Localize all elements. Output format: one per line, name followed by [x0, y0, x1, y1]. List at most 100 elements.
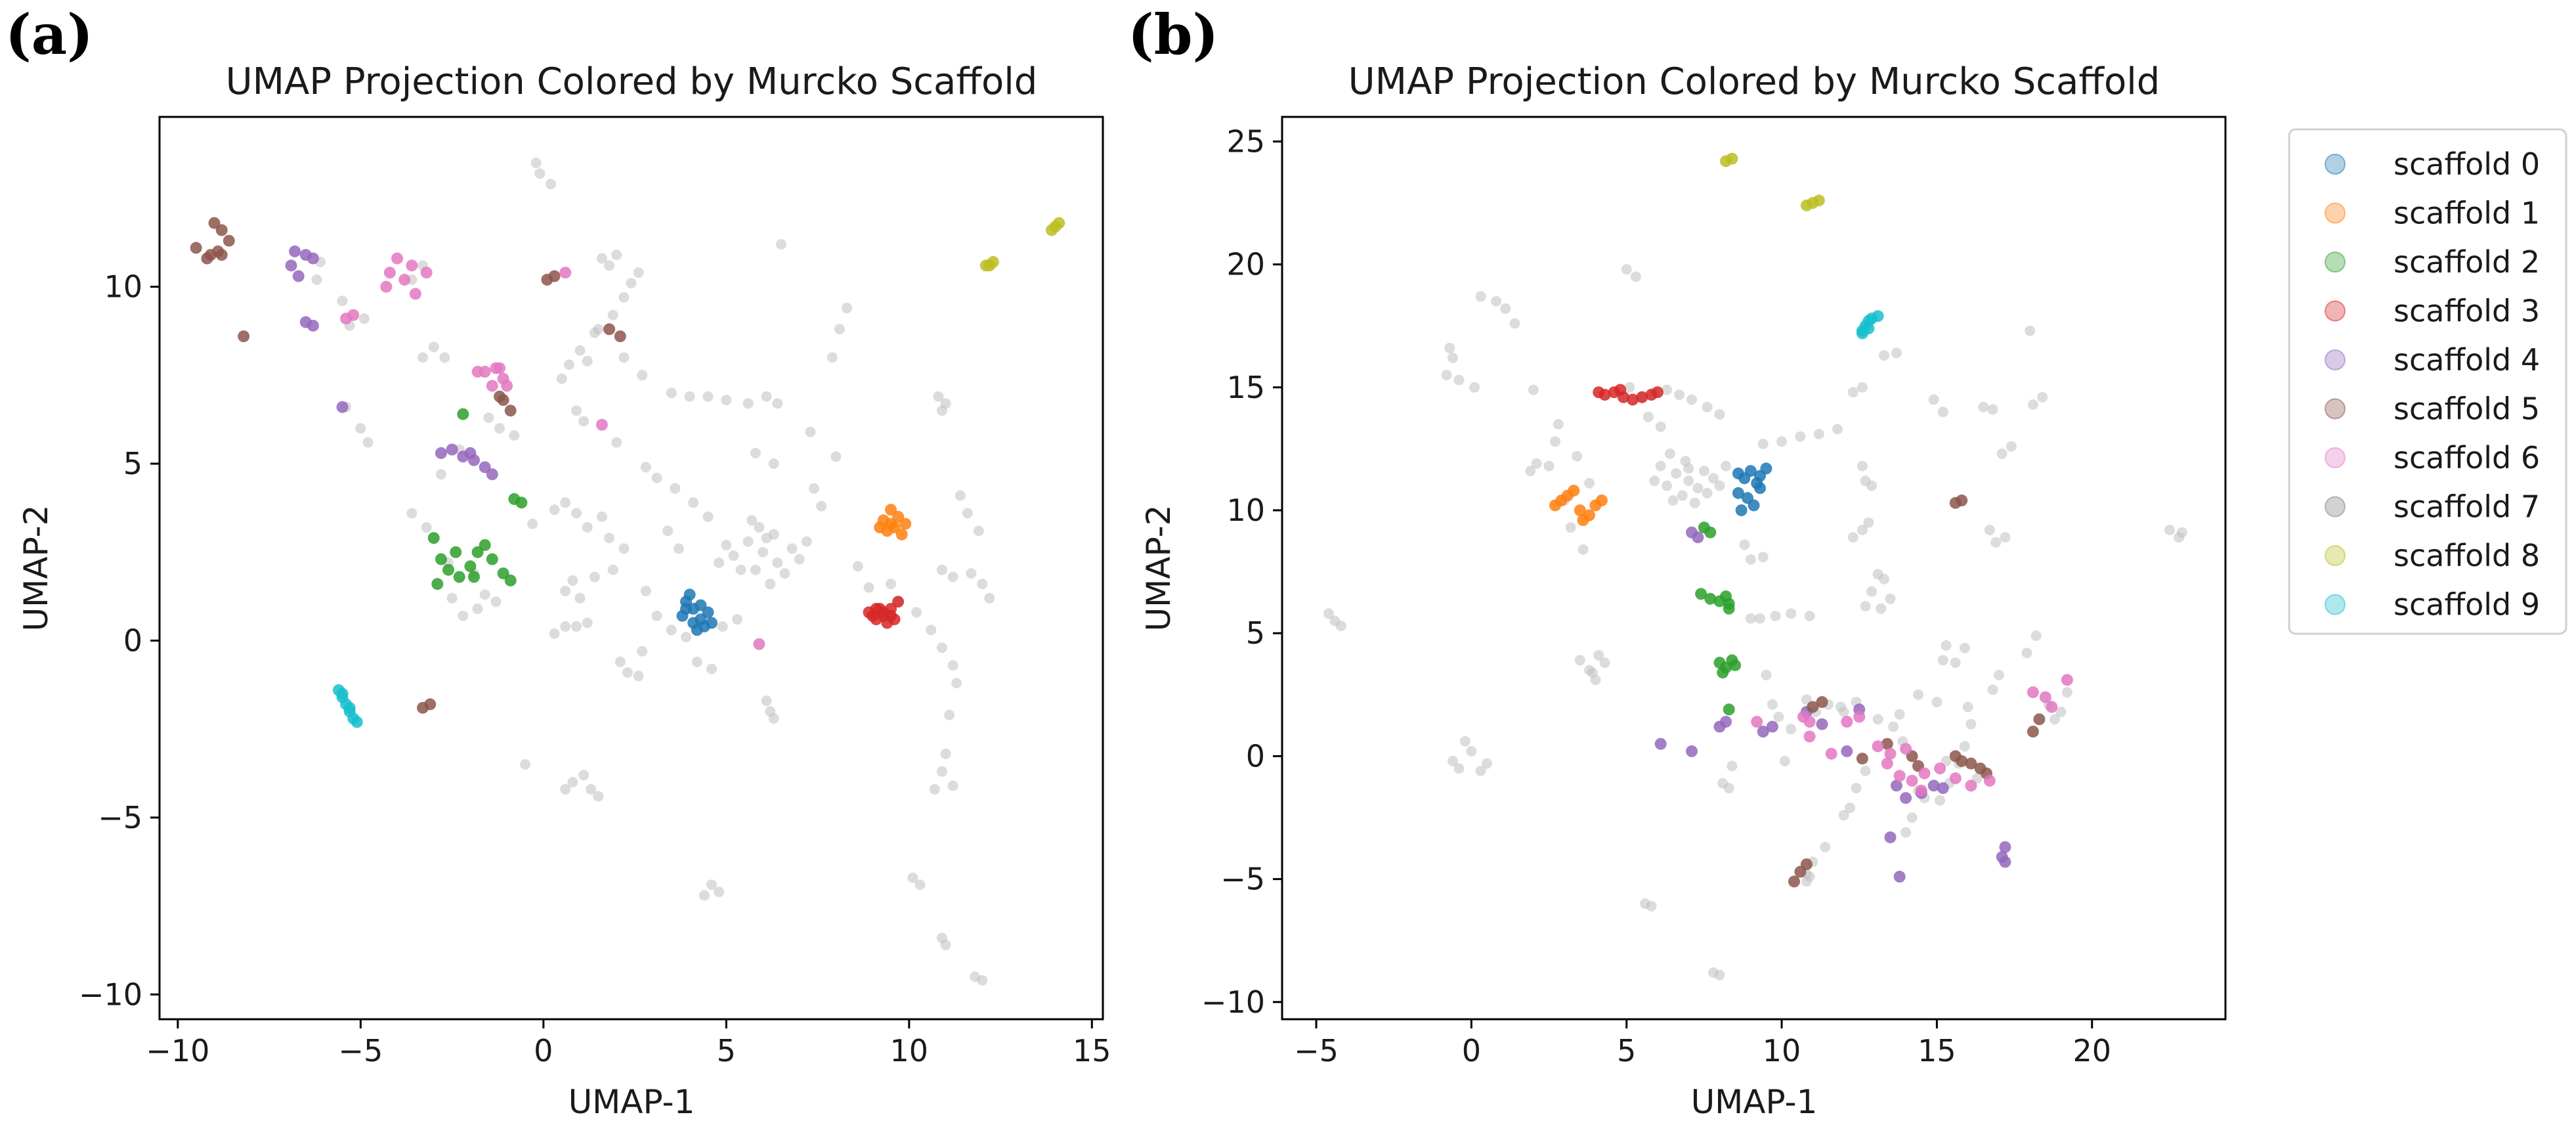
point-scaffold-7-137 [1931, 697, 1943, 707]
legend-label-scaffold-5: scaffold 5 [2394, 391, 2540, 427]
point-scaffold-7-40 [761, 391, 772, 402]
point-scaffold-3-8 [1614, 384, 1627, 396]
point-scaffold-7-75 [706, 879, 717, 891]
point-scaffold-0-10 [1735, 504, 1748, 516]
point-scaffold-7-60 [1857, 460, 1868, 472]
point-scaffold-6-2 [1825, 747, 1837, 760]
point-scaffold-7-33 [688, 497, 699, 508]
point-scaffold-7-6 [786, 543, 798, 554]
legend-marker-scaffold-6 [2325, 447, 2346, 468]
point-scaffold-7-21 [1469, 382, 1480, 393]
point-scaffold-7-125 [560, 586, 571, 596]
legend-label-scaffold-9: scaffold 9 [2394, 587, 2540, 623]
point-scaffold-7-51 [1928, 394, 1939, 405]
point-scaffold-7-56 [2006, 441, 2017, 452]
point-scaffold-7-71 [1885, 593, 1896, 604]
point-scaffold-7-5 [1662, 480, 1673, 491]
point-scaffold-2-13 [1704, 526, 1717, 539]
point-scaffold-6-2 [406, 259, 418, 272]
legend-label-scaffold-0: scaffold 0 [2394, 146, 2540, 182]
point-scaffold-7-109 [458, 610, 469, 621]
point-scaffold-1-6 [885, 517, 897, 530]
point-scaffold-7-56 [973, 525, 984, 537]
point-scaffold-7-113 [1900, 827, 1912, 838]
point-scaffold-2-5 [471, 546, 484, 558]
point-scaffold-7-111 [1838, 810, 1849, 821]
point-scaffold-7-15 [714, 557, 725, 568]
point-scaffold-7-77 [698, 890, 710, 901]
point-scaffold-7-63 [1863, 517, 1874, 528]
point-scaffold-4-17 [1884, 831, 1897, 843]
y-tick-label: 5 [1246, 615, 1265, 651]
y-tick-label: 10 [104, 269, 142, 305]
point-scaffold-4-9 [446, 443, 458, 456]
point-scaffold-7-57 [2027, 399, 2038, 410]
point-scaffold-7-76 [714, 887, 725, 897]
point-scaffold-7-48 [826, 352, 838, 363]
series-scaffold-3 [1593, 384, 1664, 406]
point-scaffold-7-83 [977, 975, 988, 986]
series-scaffold-0 [676, 588, 718, 636]
point-scaffold-7-49 [1879, 350, 1889, 361]
point-scaffold-7-27 [1553, 419, 1564, 429]
point-scaffold-7-37 [702, 391, 714, 402]
point-scaffold-7-138 [311, 274, 322, 285]
series-scaffold-3 [863, 596, 905, 629]
series-scaffold-0 [1732, 462, 1772, 516]
point-scaffold-7-133 [362, 437, 374, 448]
point-scaffold-7-127 [2030, 630, 2042, 641]
point-scaffold-2-10 [1717, 667, 1729, 679]
point-scaffold-7-79 [914, 879, 926, 891]
point-scaffold-6-3 [1841, 716, 1853, 728]
point-scaffold-7-39 [1714, 409, 1725, 420]
point-scaffold-7-62 [1866, 480, 1878, 491]
point-scaffold-0-8 [1754, 482, 1766, 495]
point-scaffold-7-163 [1745, 554, 1756, 565]
legend-marker-scaffold-5 [2325, 398, 2346, 420]
point-scaffold-7-45 [809, 483, 819, 494]
point-scaffold-4-0 [289, 245, 301, 257]
point-scaffold-4-14 [464, 447, 477, 459]
panel-a: (a) UMAP Projection Colored by Murcko Sc… [5, 2, 1111, 1121]
panel-b: (b) UMAP Projection Colored by Murcko Sc… [1128, 2, 2227, 1121]
point-scaffold-6-5 [1872, 740, 1884, 753]
point-scaffold-2-12 [468, 571, 480, 583]
point-scaffold-7-38 [1702, 401, 1713, 412]
point-scaffold-7-82 [1590, 674, 1601, 686]
point-scaffold-7-100 [691, 656, 702, 667]
x-ticks-b: −5 0 5 10 15 20 [1294, 1019, 2111, 1068]
point-scaffold-7-124 [567, 575, 578, 586]
point-scaffold-7-134 [1971, 773, 1983, 784]
point-scaffold-5-2 [1856, 753, 1868, 765]
point-scaffold-7-25 [563, 359, 574, 370]
point-scaffold-7-40 [1655, 421, 1666, 432]
series-scaffold-9 [332, 684, 363, 728]
point-scaffold-7-158 [1786, 724, 1797, 735]
x-axis-label-b: UMAP-1 [1691, 1083, 1818, 1121]
point-scaffold-7-125 [1993, 669, 2004, 680]
point-scaffold-7-87 [578, 770, 590, 781]
point-scaffold-7-72 [761, 695, 772, 707]
point-scaffold-7-159 [863, 582, 874, 593]
x-tick-label: 5 [1617, 1033, 1636, 1068]
point-scaffold-4-9 [1890, 780, 1902, 792]
y-axis-label-b: UMAP-2 [1140, 505, 1178, 632]
point-scaffold-7-39 [742, 398, 754, 409]
point-scaffold-5-4 [208, 217, 221, 229]
point-scaffold-7-153 [435, 469, 446, 480]
point-scaffold-4-13 [1937, 782, 1949, 795]
point-scaffold-7-156 [1773, 711, 1784, 722]
point-scaffold-7-145 [589, 327, 600, 338]
point-scaffold-7-88 [1459, 736, 1470, 747]
point-scaffold-6-14 [1884, 747, 1897, 760]
point-scaffold-7-64 [936, 642, 947, 653]
point-scaffold-7-160 [2000, 532, 2011, 543]
point-scaffold-7-41 [772, 398, 783, 409]
point-scaffold-8-1 [1726, 152, 1738, 165]
point-scaffold-2-10 [431, 578, 444, 590]
y-tick-label: 10 [1226, 493, 1265, 528]
series-scaffold-4 [1654, 526, 2011, 883]
point-scaffold-4-10 [1900, 792, 1912, 804]
point-scaffold-7-66 [951, 678, 962, 689]
